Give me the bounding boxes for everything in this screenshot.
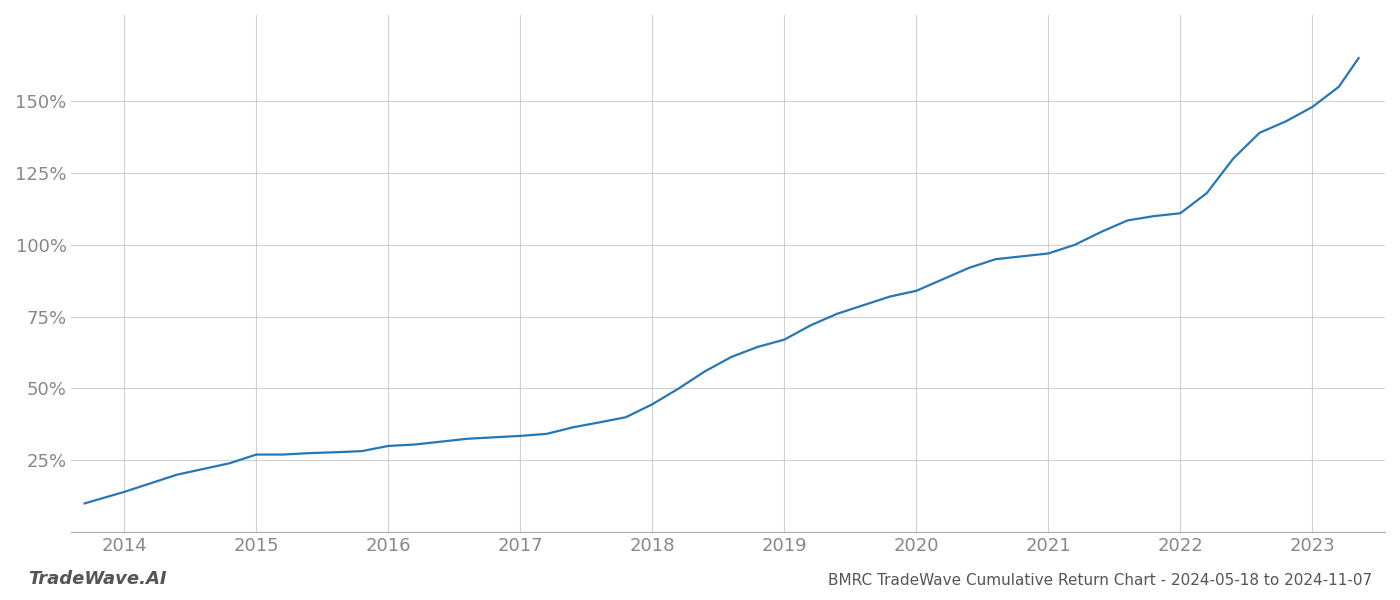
- Text: TradeWave.AI: TradeWave.AI: [28, 570, 167, 588]
- Text: BMRC TradeWave Cumulative Return Chart - 2024-05-18 to 2024-11-07: BMRC TradeWave Cumulative Return Chart -…: [827, 573, 1372, 588]
